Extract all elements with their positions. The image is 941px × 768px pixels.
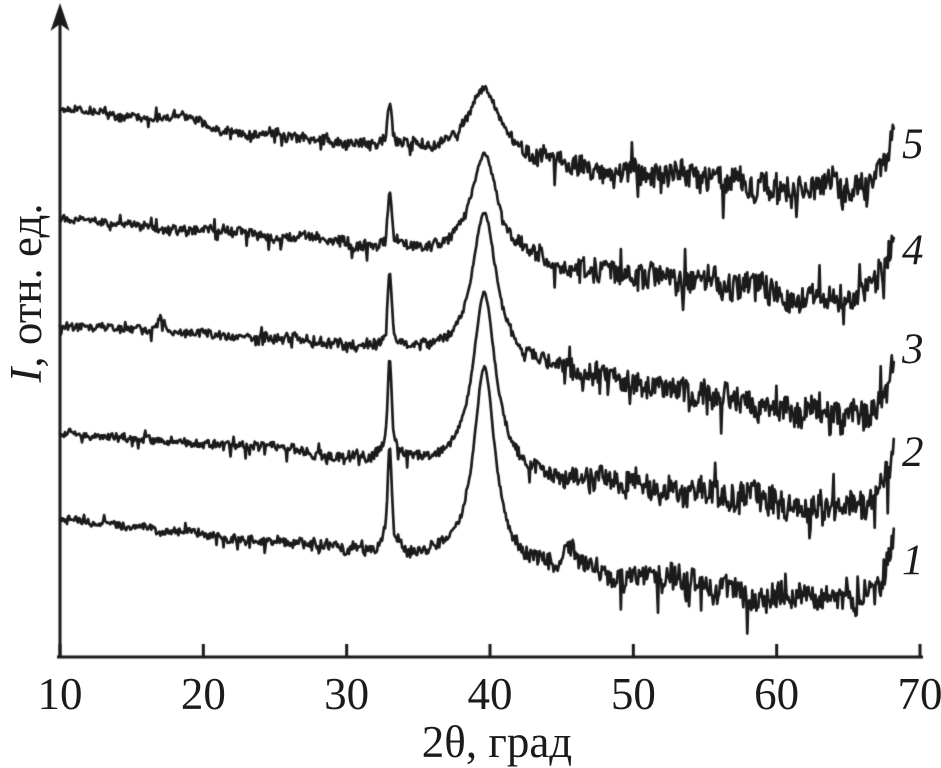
x-tick-label: 70: [898, 668, 941, 720]
y-axis-label-symbol: I: [1, 368, 51, 383]
x-axis-label: 2θ, град: [422, 716, 572, 768]
curve-label-4: 4: [902, 226, 924, 275]
y-axis-label-units: , отн. ед.: [1, 203, 51, 367]
x-tick-label: 50: [611, 668, 656, 720]
curve-label-3: 3: [902, 325, 924, 374]
curve-label-1: 1: [902, 536, 924, 585]
x-tick-label: 20: [181, 668, 226, 720]
y-axis-label: I, отн. ед.: [0, 203, 52, 382]
curve-label-2: 2: [902, 428, 924, 477]
x-tick-label: 60: [754, 668, 799, 720]
x-tick-label: 40: [468, 668, 513, 720]
curve-label-5: 5: [902, 120, 924, 169]
x-tick-label: 30: [324, 668, 369, 720]
x-tick-label: 10: [38, 668, 83, 720]
